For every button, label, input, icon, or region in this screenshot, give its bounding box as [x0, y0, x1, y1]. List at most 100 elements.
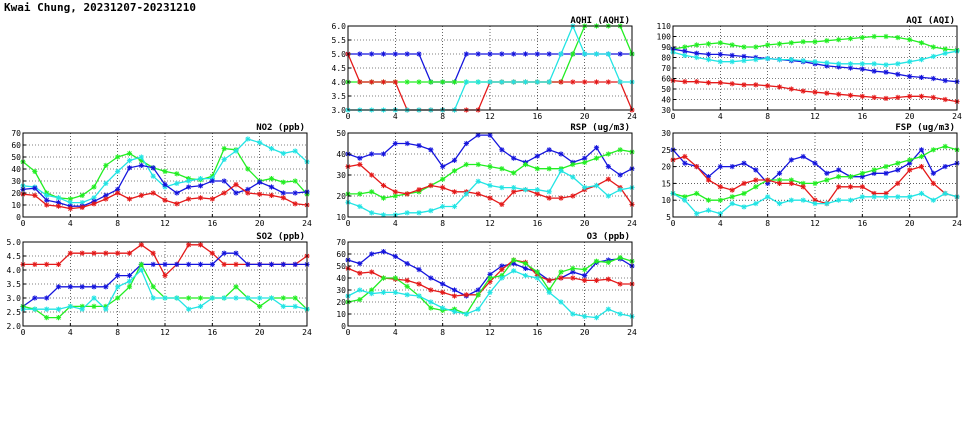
data-point: [55, 306, 62, 312]
data-point: [245, 136, 251, 142]
data-point: [451, 79, 458, 85]
data-point: [570, 174, 576, 180]
data-point: [44, 192, 50, 198]
data-point: [475, 79, 481, 85]
data-point: [380, 275, 387, 281]
data-point: [91, 284, 97, 290]
data-point: [463, 140, 469, 147]
data-point: [357, 155, 363, 161]
data-point: [930, 170, 936, 176]
x-tick-label: 0: [671, 112, 676, 121]
rsp-chart: 0 4 8 12 16 20 24 10 20 30 40 50 RSP (ug/m3): [336, 123, 637, 228]
data-point: [753, 177, 759, 183]
x-tick-label: 24: [627, 112, 637, 121]
y-tick-label: 15: [661, 179, 671, 188]
series-line-cyan: [20, 267, 310, 312]
series-line-cyan: [670, 48, 960, 68]
data-point: [570, 265, 576, 271]
grid-lines: [23, 242, 307, 326]
data-point: [824, 60, 830, 66]
data-point: [694, 211, 700, 217]
y-tick-label: 20: [661, 163, 671, 172]
data-point: [907, 37, 913, 43]
data-point: [847, 197, 854, 203]
data-point: [788, 86, 794, 92]
y-tick-label: 10: [661, 196, 671, 205]
data-point: [546, 147, 552, 153]
data-point: [942, 96, 948, 103]
y-tick-label: 60: [661, 75, 671, 84]
data-point: [245, 261, 251, 267]
data-point: [280, 295, 286, 301]
x-tick-label: 16: [208, 328, 218, 337]
x-tick-label: 8: [440, 112, 445, 121]
data-point: [174, 180, 180, 186]
data-point: [451, 168, 458, 174]
data-point: [694, 190, 700, 197]
y-tick-label: 40: [661, 96, 671, 105]
data-point: [593, 315, 600, 321]
x-tick-label: 0: [346, 112, 351, 121]
data-point: [103, 180, 109, 186]
data-point: [428, 287, 434, 293]
data-point: [463, 191, 469, 197]
y-tick-label: 30: [661, 129, 671, 138]
data-point: [546, 79, 552, 85]
data-point: [209, 295, 215, 301]
data-point: [776, 170, 783, 176]
y-tick-label: 40: [336, 150, 346, 159]
x-tick-label: 12: [160, 219, 170, 228]
data-point: [942, 78, 948, 84]
y-tick-label: 4.5: [332, 64, 347, 73]
data-point: [67, 303, 73, 309]
data-point: [593, 182, 600, 189]
data-point: [55, 261, 62, 267]
data-point: [930, 44, 936, 50]
data-point: [930, 147, 936, 153]
data-point: [499, 147, 505, 153]
series-line-red: [670, 78, 960, 105]
data-point: [859, 174, 865, 180]
data-point: [729, 200, 735, 207]
data-point: [605, 306, 611, 312]
x-tick-label: 20: [580, 112, 590, 121]
data-point: [197, 295, 204, 301]
y-tick-label: 3.5: [332, 92, 347, 101]
x-tick-label: 8: [440, 219, 445, 228]
data-point: [499, 263, 505, 269]
data-point: [55, 284, 62, 290]
data-point: [765, 42, 771, 48]
data-point: [369, 210, 375, 216]
x-tick-label: 16: [533, 112, 543, 121]
data-point: [475, 292, 481, 298]
data-point: [197, 195, 204, 201]
data-point: [233, 284, 239, 290]
data-point: [369, 251, 375, 257]
data-point: [150, 284, 156, 290]
data-point: [741, 58, 747, 64]
data-point: [859, 184, 865, 190]
so2-chart: 0 4 8 12 16 20 24 2.0 2.5 3.0 3.5 4.0 4.5 5.0 SO2 (ppb…: [7, 232, 312, 337]
data-point: [605, 259, 611, 265]
data-point: [174, 201, 180, 207]
y-tick-label: 40: [336, 274, 346, 283]
data-point: [197, 242, 204, 248]
data-point: [582, 79, 588, 85]
data-point: [883, 62, 889, 68]
data-point: [546, 51, 552, 57]
data-point: [440, 203, 446, 210]
data-point: [233, 190, 239, 196]
data-point: [717, 197, 723, 203]
data-point: [280, 261, 286, 267]
data-point: [115, 284, 121, 290]
data-point: [617, 311, 623, 317]
data-point: [753, 167, 759, 173]
data-point: [369, 189, 375, 195]
data-point: [487, 182, 493, 189]
data-point: [357, 297, 363, 303]
x-tick-label: 20: [255, 219, 265, 228]
data-point: [883, 69, 889, 75]
data-point: [522, 261, 529, 267]
data-point: [824, 200, 830, 207]
